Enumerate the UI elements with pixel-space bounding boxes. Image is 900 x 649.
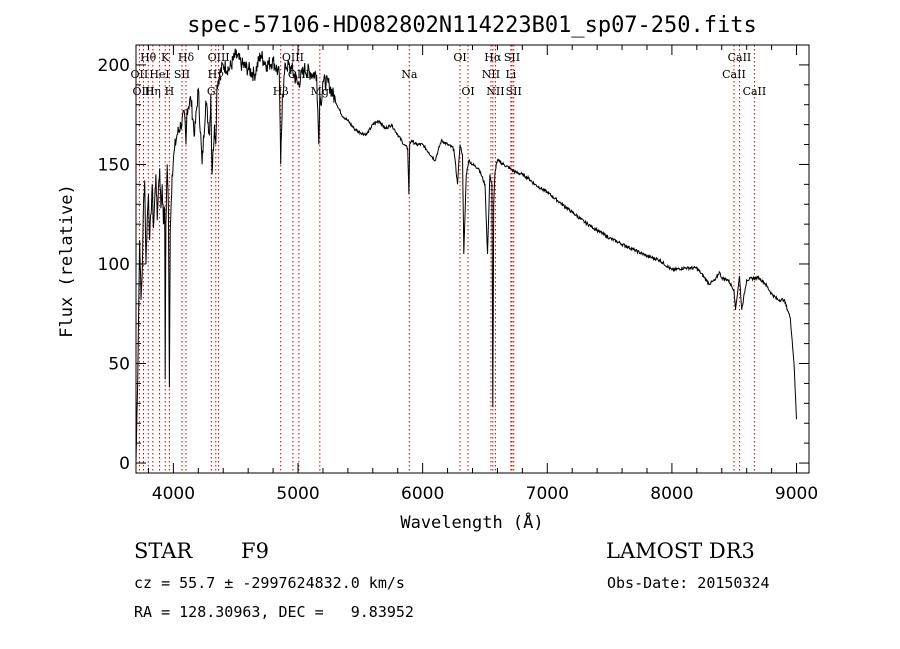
line-label-0: Hθ	[140, 51, 157, 64]
survey-name: LAMOST DR3	[606, 539, 755, 563]
y-tick-label-4: 200	[98, 56, 130, 76]
spectrum-line	[135, 48, 797, 464]
line-label-1: OII	[131, 68, 149, 81]
x-tick-label-3: 7000	[526, 484, 569, 504]
line-label-3: Hη	[145, 85, 161, 98]
y-tick-label-3: 150	[98, 155, 130, 175]
line-label-17: OI	[453, 51, 466, 64]
x-tick-label-5: 9000	[775, 484, 818, 504]
coordinates-readout: RA = 128.30963, DEC = 9.83952	[134, 603, 414, 621]
line-label-21: NII	[486, 85, 504, 98]
line-label-16: Na	[401, 68, 418, 81]
line-label-22: SII	[504, 51, 520, 64]
x-tick-label-1: 5000	[276, 484, 319, 504]
line-label-12: OIII	[282, 51, 304, 64]
line-label-26: CaII	[722, 68, 746, 81]
y-tick-label-0: 0	[119, 454, 130, 474]
x-tick-label-0: 4000	[152, 484, 195, 504]
line-label-24: SII	[506, 85, 522, 98]
y-tick-label-2: 100	[98, 255, 130, 275]
line-label-5: K	[161, 51, 170, 64]
line-label-19: Hα	[484, 51, 502, 64]
line-label-6: SII	[174, 68, 190, 81]
spectral-subclass: F9	[241, 539, 269, 563]
y-axis-title: Flux (relative)	[57, 184, 77, 338]
observation-date: Obs-Date: 20150324	[607, 574, 770, 592]
redshift-readout: cz = 55.7 ± -2997624832.0 km/s	[134, 574, 405, 592]
line-label-2: OIII	[132, 85, 154, 98]
line-label-4: HeI	[149, 68, 169, 81]
spectral-line-markers	[138, 45, 755, 473]
chart-title: spec-57106-HD082802N114223B01_sp07-250.f…	[187, 13, 757, 38]
line-label-20: NII	[482, 68, 500, 81]
object-class: STAR	[134, 539, 193, 563]
x-axis-title: Wavelength (Å)	[400, 511, 543, 533]
line-label-25: CaII	[728, 51, 752, 64]
line-label-14: Hβ	[273, 85, 289, 98]
plot-frame	[135, 44, 810, 474]
line-label-11: G	[207, 85, 216, 98]
line-label-15: Mg	[311, 85, 329, 98]
x-tick-label-2: 6000	[401, 484, 444, 504]
line-label-27: CaII	[743, 85, 767, 98]
line-label-23: Li	[505, 68, 516, 81]
y-tick-label-1: 50	[108, 355, 130, 375]
y-axis-ticks: 0 50 100 150 200	[98, 56, 809, 474]
line-label-8: Hδ	[178, 51, 195, 64]
line-label-18: OI	[461, 85, 474, 98]
line-label-7: H	[165, 85, 175, 98]
x-axis-ticks: 4000 5000 6000 7000 8000 9000	[147, 45, 818, 504]
line-label-9: OIII	[208, 51, 230, 64]
x-tick-label-4: 8000	[650, 484, 693, 504]
